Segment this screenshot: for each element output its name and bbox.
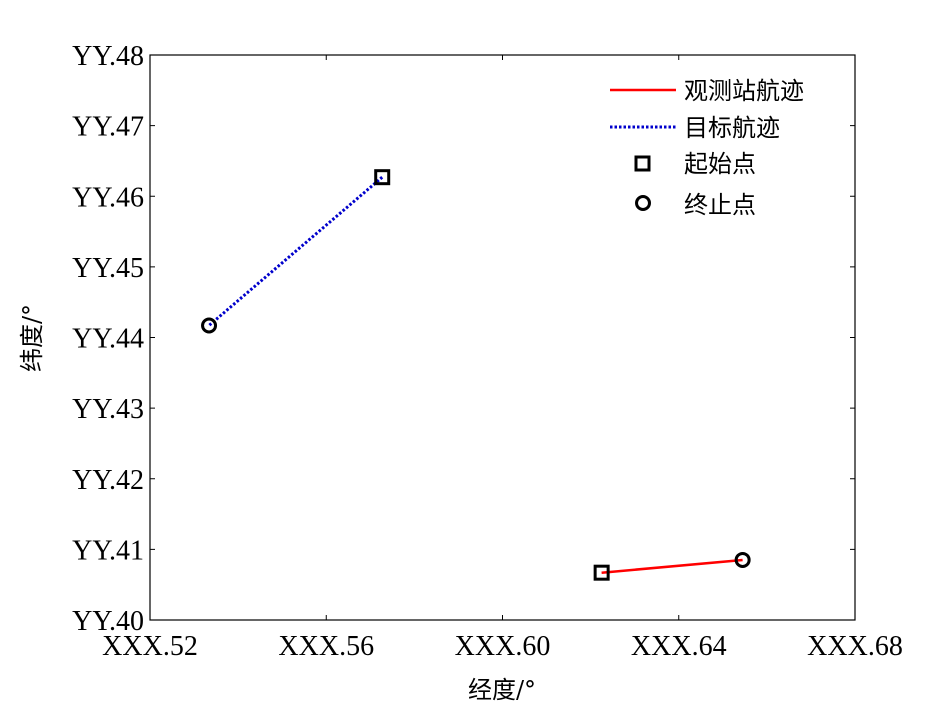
y-tick-label: YY.41 [72, 535, 144, 566]
legend: 观测站航迹 目标航迹 起始点 终止点 [610, 77, 804, 219]
y-tick-label: YY.40 [72, 606, 144, 637]
x-tick-label: XXX.60 [455, 631, 551, 662]
legend-label-end: 终止点 [684, 191, 756, 219]
y-axis-label: 纬度/° [18, 304, 46, 372]
x-axis-label: 经度/° [468, 676, 536, 704]
y-tick-label: YY.45 [72, 253, 144, 284]
y-tick-label: YY.42 [72, 465, 144, 496]
legend-circle-marker [635, 195, 651, 211]
start-marker-0 [593, 564, 610, 581]
start-marker-1 [374, 169, 391, 186]
series-line-0 [601, 558, 743, 574]
end-marker-0 [734, 551, 751, 568]
y-tick-label: YY.46 [72, 182, 144, 213]
y-tick-label: YY.44 [72, 324, 144, 355]
legend-label-observer: 观测站航迹 [684, 77, 804, 105]
y-tick-label: YY.48 [72, 41, 144, 72]
legend-square-marker [634, 155, 651, 172]
x-tick-label: XXX.68 [807, 631, 903, 662]
series-line-1 [208, 176, 384, 327]
axis-ticks [149, 54, 856, 621]
x-tick-label: XXX.64 [631, 631, 727, 662]
end-marker-1 [201, 317, 218, 334]
y-tick-label: YY.47 [72, 112, 144, 143]
marker-layer [201, 169, 751, 581]
legend-label-target: 目标航迹 [684, 114, 780, 142]
x-tick-label: XXX.56 [278, 631, 374, 662]
x-tick-label: XXX.52 [102, 631, 198, 662]
plot-area [149, 54, 856, 621]
legend-label-start: 起始点 [684, 150, 756, 178]
tick-labels: XXX.52 XXX.56 XXX.60 XXX.64 XXX.68 YY.40 YY.41… [72, 41, 903, 662]
y-tick-label: YY.43 [72, 394, 144, 425]
series-layer [208, 176, 743, 574]
